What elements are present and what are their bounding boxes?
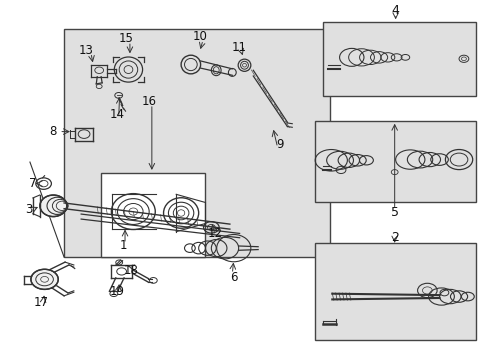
- Circle shape: [31, 269, 58, 289]
- Text: 5: 5: [390, 207, 398, 220]
- Text: 18: 18: [123, 264, 139, 277]
- Text: 16: 16: [142, 95, 157, 108]
- Text: 10: 10: [192, 30, 206, 43]
- Text: 8: 8: [50, 125, 57, 138]
- Text: 17: 17: [34, 296, 49, 309]
- Text: 2: 2: [390, 231, 398, 244]
- Text: 14: 14: [109, 108, 124, 121]
- Text: 3: 3: [25, 203, 32, 216]
- Text: 12: 12: [207, 226, 223, 239]
- FancyBboxPatch shape: [64, 30, 329, 257]
- Text: 9: 9: [275, 138, 283, 151]
- FancyBboxPatch shape: [315, 121, 475, 202]
- Text: 7: 7: [29, 177, 36, 190]
- Text: 19: 19: [109, 285, 124, 298]
- Text: 4: 4: [391, 4, 399, 17]
- Text: 1: 1: [120, 239, 127, 252]
- Text: 11: 11: [232, 41, 246, 54]
- FancyBboxPatch shape: [322, 22, 475, 96]
- Ellipse shape: [40, 195, 67, 217]
- Text: 13: 13: [79, 44, 93, 57]
- FancyBboxPatch shape: [101, 173, 205, 257]
- FancyBboxPatch shape: [315, 243, 475, 339]
- Text: 6: 6: [229, 271, 237, 284]
- Text: 15: 15: [119, 32, 134, 45]
